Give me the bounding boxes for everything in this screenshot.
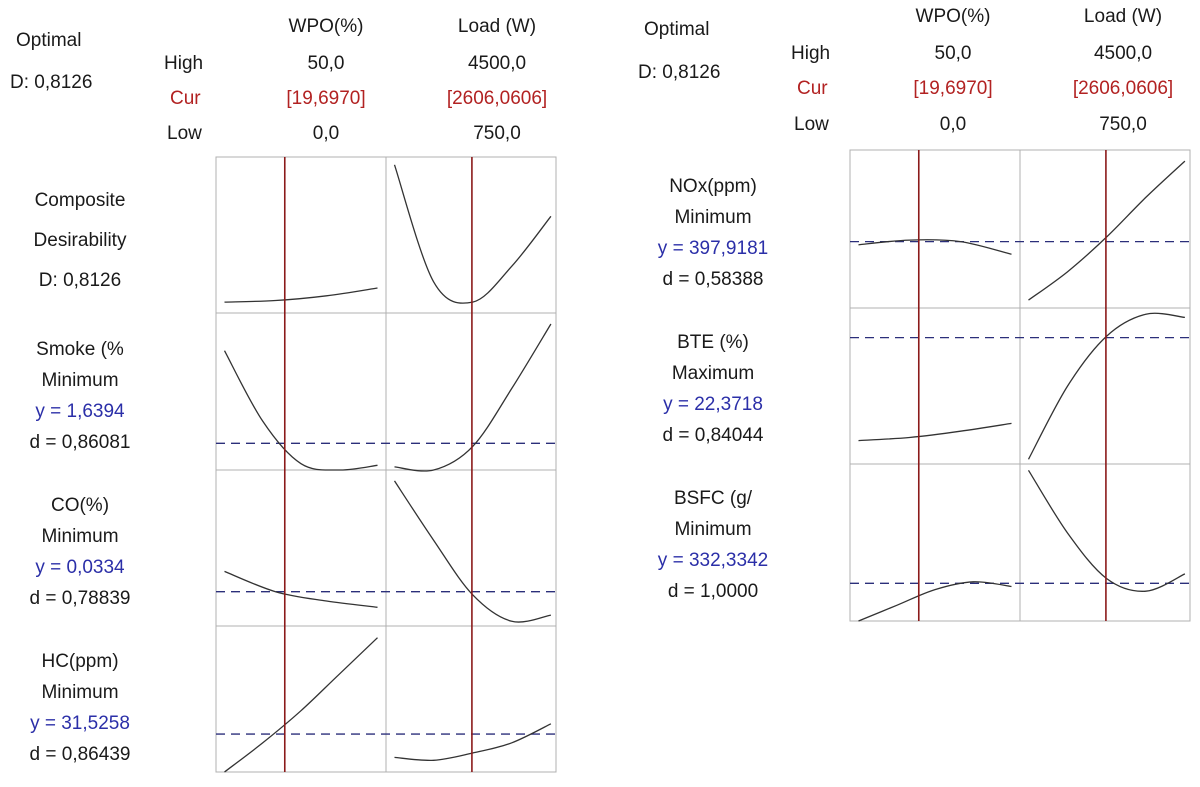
profile-curve-bte--wpo: [858, 422, 1012, 442]
profile-curve-nox-ppm--wpo: [858, 239, 1012, 255]
composite-d-value: D: 0,8126: [38, 270, 122, 291]
right-wpo-low: 0,0: [939, 114, 967, 135]
hc-goal: Minimum: [41, 682, 119, 703]
left-load-cur: [2606,0606]: [446, 88, 548, 109]
left-wpo-high: 50,0: [307, 53, 345, 74]
bsfc-d-value: d = 1,0000: [667, 581, 759, 602]
smoke-goal: Minimum: [41, 370, 119, 391]
profile-curve-hc-ppm--wpo: [224, 637, 378, 773]
co-y-value: y = 0,0334: [35, 557, 125, 578]
bsfc-title: BSFC (g/: [673, 488, 753, 509]
bsfc-y-value: y = 332,3342: [657, 550, 769, 571]
left-high-label: High: [164, 53, 204, 74]
profile-curve-smoke--wpo: [223, 350, 378, 471]
right-factor-name-load: Load (W): [1083, 6, 1163, 27]
smoke-y-value: y = 1,6394: [35, 401, 125, 422]
right-load-low: 750,0: [1099, 114, 1147, 135]
profile-curve-co--wpo: [224, 570, 378, 608]
right-wpo-cur: [19,6970]: [913, 78, 993, 99]
hc-title: HC(ppm): [41, 651, 119, 672]
composite-subtitle: Desirability: [33, 230, 127, 251]
left-d-value: D: 0,8126: [10, 72, 93, 93]
profile-curve-composite-desirability-wpo: [224, 287, 378, 303]
left-factor-name-load: Load (W): [457, 16, 537, 37]
left-wpo-low: 0,0: [312, 123, 340, 144]
profile-curve-composite-desirability-load: [393, 164, 552, 304]
bte-d-value: d = 0,84044: [662, 425, 764, 446]
hc-d-value: d = 0,86439: [29, 744, 131, 765]
profile-curve-smoke--load: [394, 323, 552, 472]
co-d-value: d = 0,78839: [29, 588, 131, 609]
right-factor-name-wpo: WPO(%): [915, 6, 991, 27]
right-cur-label: Cur: [797, 78, 828, 99]
right-low-label: Low: [794, 114, 829, 135]
bsfc-goal: Minimum: [674, 519, 752, 540]
right-wpo-high: 50,0: [934, 43, 972, 64]
right-load-cur: [2606,0606]: [1072, 78, 1174, 99]
smoke-d-value: d = 0,86081: [29, 432, 131, 453]
left-cur-label: Cur: [170, 88, 201, 109]
right-d-value: D: 0,8126: [638, 62, 721, 83]
right-high-label: High: [791, 43, 831, 64]
nox-goal: Minimum: [674, 207, 752, 228]
co-title: CO(%): [50, 495, 110, 516]
left-low-label: Low: [167, 123, 202, 144]
profile-curve-bsfc-g--wpo: [858, 581, 1012, 622]
co-goal: Minimum: [41, 526, 119, 547]
left-wpo-cur: [19,6970]: [286, 88, 366, 109]
bte-title: BTE (%): [677, 332, 749, 353]
bte-goal: Maximum: [671, 363, 755, 384]
right-optimal-label: Optimal: [644, 19, 710, 40]
nox-title: NOx(ppm): [669, 176, 757, 197]
left-load-low: 750,0: [473, 123, 521, 144]
left-load-high: 4500,0: [467, 53, 527, 74]
composite-title: Composite: [34, 190, 126, 211]
right-load-high: 4500,0: [1093, 43, 1153, 64]
bte-y-value: y = 22,3718: [663, 394, 763, 415]
nox-d-value: d = 0,58388: [662, 269, 764, 290]
nox-y-value: y = 397,9181: [657, 238, 769, 259]
left-optimal-label: Optimal: [16, 30, 82, 51]
left-factor-name-wpo: WPO(%): [288, 16, 364, 37]
smoke-title: Smoke (%: [36, 339, 124, 360]
hc-y-value: y = 31,5258: [30, 713, 130, 734]
